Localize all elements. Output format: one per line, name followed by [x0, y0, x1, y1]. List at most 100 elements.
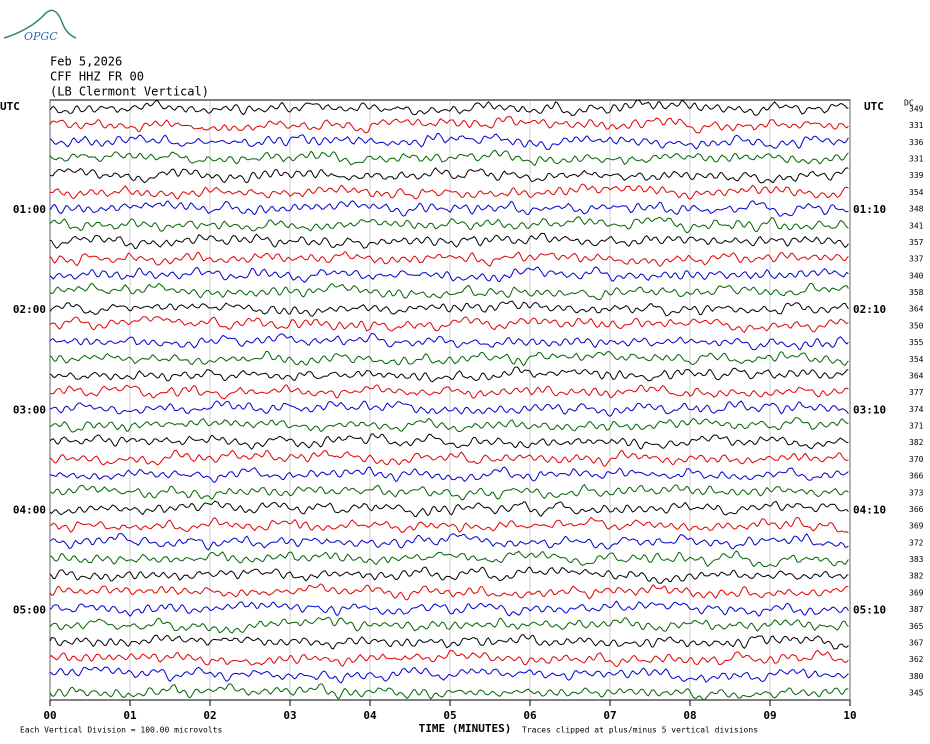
- dc-value: 369: [909, 522, 924, 531]
- trace: [49, 533, 849, 551]
- trace: [49, 650, 849, 668]
- dc-value: 373: [909, 488, 924, 497]
- dc-value: 348: [909, 205, 924, 214]
- dc-value: 358: [909, 288, 924, 297]
- logo-mark: [3, 9, 77, 39]
- row-label-right: 02:10: [853, 303, 886, 316]
- trace: [49, 500, 849, 517]
- x-tick-label: 06: [523, 709, 537, 722]
- x-tick-label: 08: [683, 709, 696, 722]
- x-tick-label: 09: [763, 709, 776, 722]
- x-tick-label: 10: [843, 709, 856, 722]
- dc-value: 382: [909, 438, 924, 447]
- dc-value: 355: [909, 338, 924, 347]
- trace: [49, 583, 849, 601]
- dc-value: 380: [909, 672, 924, 681]
- dc-value: 372: [909, 538, 924, 547]
- trace: [49, 600, 849, 617]
- dc-value: 349: [909, 105, 924, 114]
- x-tick-label: 05: [443, 709, 456, 722]
- trace: [49, 566, 849, 584]
- trace: [49, 149, 849, 167]
- trace: [49, 433, 849, 450]
- x-tick-label: 01: [123, 709, 137, 722]
- trace: [49, 183, 849, 200]
- dc-value: 387: [909, 605, 924, 614]
- row-label: 05:00: [13, 604, 46, 617]
- row-label-right: 03:10: [853, 403, 886, 416]
- dc-value: 369: [909, 588, 924, 597]
- trace: [49, 466, 849, 483]
- trace: [49, 666, 849, 684]
- row-label: 02:00: [13, 303, 46, 316]
- row-label: 01:00: [13, 203, 46, 216]
- dc-value: 377: [909, 388, 924, 397]
- x-tick-label: 07: [603, 709, 616, 722]
- x-tick-label: 00: [43, 709, 56, 722]
- trace: [49, 449, 849, 467]
- x-axis-label: TIME (MINUTES): [419, 722, 512, 735]
- dc-value: 382: [909, 572, 924, 581]
- trace: [49, 167, 849, 184]
- dc-value: 362: [909, 655, 924, 664]
- x-tick-label: 02: [203, 709, 216, 722]
- left-axis-label: UTC: [0, 100, 20, 113]
- trace: [49, 132, 849, 150]
- x-tick-label: 03: [283, 709, 296, 722]
- x-tick-label: 04: [363, 709, 377, 722]
- dc-value: 341: [909, 221, 924, 230]
- station: (LB Clermont Vertical): [50, 85, 209, 99]
- row-label-right: 05:10: [853, 604, 886, 617]
- dc-value: 371: [909, 422, 924, 431]
- trace: [49, 550, 849, 568]
- trace: [49, 116, 849, 134]
- dc-value: 364: [909, 305, 924, 314]
- trace: [49, 300, 849, 317]
- trace: [49, 516, 849, 534]
- dc-value: 339: [909, 171, 924, 180]
- trace: [49, 616, 849, 634]
- dc-value: 331: [909, 121, 924, 130]
- trace: [49, 400, 849, 417]
- trace: [49, 366, 849, 383]
- dc-value: 331: [909, 155, 924, 164]
- row-label-right: 01:10: [853, 203, 886, 216]
- logo: OPGC: [3, 9, 77, 43]
- trace: [49, 416, 849, 433]
- trace: [49, 251, 849, 267]
- trace: [49, 216, 849, 234]
- dc-value: 336: [909, 138, 924, 147]
- clip-note: Traces clipped at plus/minus 5 vertical …: [522, 726, 758, 735]
- dc-value: 366: [909, 472, 924, 481]
- dc-value: 345: [909, 689, 924, 698]
- dc-value: 367: [909, 638, 924, 647]
- scale-note: Each Vertical Division = 100.00 microvol…: [20, 726, 222, 735]
- trace: [49, 233, 849, 250]
- dc-value: 354: [909, 355, 924, 364]
- dc-value: 383: [909, 555, 924, 564]
- dc-value: 374: [909, 405, 924, 414]
- dc-value: 366: [909, 505, 924, 514]
- title: Feb 5,2026: [50, 55, 122, 69]
- dc-value: 350: [909, 321, 924, 330]
- trace: [49, 683, 849, 701]
- row-label: 04:00: [13, 503, 46, 516]
- dc-value: 354: [909, 188, 924, 197]
- dc-value: 364: [909, 371, 924, 380]
- dc-value: 357: [909, 238, 924, 247]
- dc-value: 337: [909, 255, 924, 264]
- trace: [49, 266, 849, 283]
- dc-value: 365: [909, 622, 924, 631]
- trace: [49, 316, 849, 333]
- trace: [49, 483, 849, 501]
- trace: [49, 350, 849, 367]
- right-axis-label: UTC: [864, 100, 884, 113]
- subtitle: CFF HHZ FR 00: [50, 70, 144, 84]
- trace: [49, 333, 849, 351]
- dc-label: DC: [904, 99, 914, 108]
- trace: [49, 634, 849, 650]
- row-label: 03:00: [13, 403, 46, 416]
- trace: [49, 282, 849, 300]
- trace: [50, 384, 849, 400]
